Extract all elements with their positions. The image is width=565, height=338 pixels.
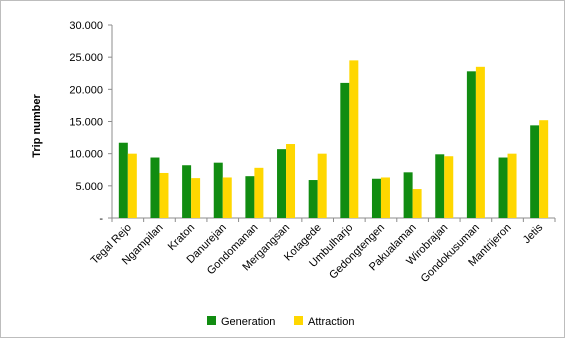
y-tick-label: 15.000 (69, 117, 103, 129)
bar-attraction (254, 167, 264, 218)
legend-swatch-generation (207, 316, 216, 325)
y-tick-label: 30.000 (69, 20, 103, 32)
y-tick-label: 5.000 (75, 181, 103, 193)
legend-label-attraction: Attraction (308, 316, 354, 328)
bar-attraction (286, 144, 296, 218)
y-axis-title: Trip number (31, 94, 43, 158)
bar-attraction (412, 189, 422, 218)
bar-attraction (317, 153, 327, 218)
bar-attraction (222, 177, 232, 218)
bars (118, 60, 549, 219)
bar-generation (340, 82, 350, 219)
bar-generation (308, 180, 318, 218)
legend: Generation Attraction (207, 316, 354, 328)
bar-attraction (159, 172, 169, 218)
bar-generation (213, 162, 223, 218)
bar-generation (435, 154, 445, 218)
bar-attraction (539, 120, 549, 218)
bar-generation (150, 157, 160, 218)
axes (108, 24, 556, 222)
bar-attraction (507, 153, 517, 218)
legend-swatch-attraction (294, 316, 303, 325)
bar-generation (403, 172, 413, 218)
bar-generation (371, 178, 381, 218)
y-tick-label: 10.000 (69, 149, 103, 161)
bar-attraction (191, 178, 201, 218)
x-category-label: Jetis (521, 221, 546, 246)
bar-attraction (444, 156, 454, 218)
bar-generation (466, 71, 476, 218)
bar-attraction (349, 60, 359, 219)
y-tick-label: - (99, 213, 103, 225)
bar-generation (277, 149, 287, 218)
bar-attraction (475, 66, 485, 218)
bar-generation (118, 142, 128, 218)
bar-generation (530, 125, 540, 218)
legend-label-generation: Generation (221, 316, 275, 328)
bar-generation (498, 157, 508, 218)
bar-generation (182, 165, 192, 218)
bar-generation (245, 176, 255, 218)
x-category-label: Gedongtengen (327, 222, 387, 282)
y-tick-label: 25.000 (69, 52, 103, 64)
y-tick-label: 20.000 (69, 84, 103, 96)
bar-attraction (127, 153, 137, 218)
bar-attraction (380, 177, 390, 218)
